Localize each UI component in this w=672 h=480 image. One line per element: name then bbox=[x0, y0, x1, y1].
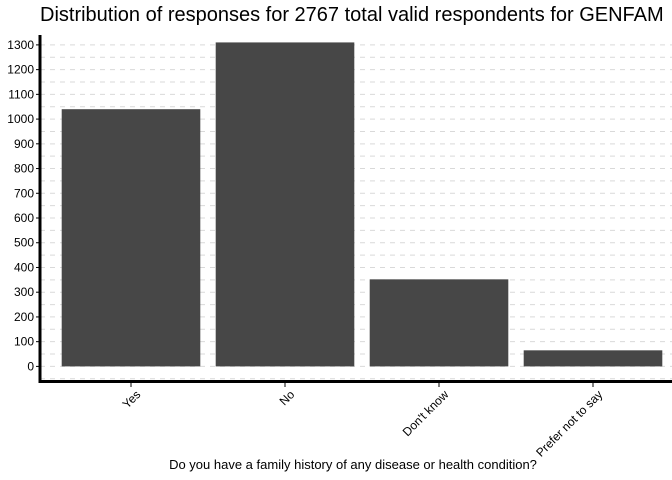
y-tick-label: 1100 bbox=[8, 87, 34, 101]
y-tick-label: 300 bbox=[14, 285, 34, 299]
bar-don-t-know bbox=[369, 279, 509, 367]
x-tick-label: Prefer not to say bbox=[533, 387, 605, 459]
y-tick-label: 900 bbox=[14, 137, 34, 151]
bar-prefer-not-to-say bbox=[523, 350, 663, 367]
x-axis-label: Do you have a family history of any dise… bbox=[169, 457, 537, 472]
y-tick-label: 100 bbox=[14, 335, 34, 349]
y-tick-label: 400 bbox=[14, 260, 34, 274]
y-tick-label: 1300 bbox=[7, 38, 34, 52]
x-tick-label: Don't know bbox=[400, 387, 452, 439]
y-tick-label: 200 bbox=[14, 310, 34, 324]
x-tick-label: No bbox=[277, 387, 298, 408]
y-tick-label: 600 bbox=[14, 211, 34, 225]
bar-no bbox=[215, 42, 355, 367]
x-axis-ticks: Yes No Don't know Prefer not to say bbox=[120, 383, 605, 460]
chart-title: Distribution of responses for 2767 total… bbox=[40, 4, 664, 26]
y-tick-label: 700 bbox=[14, 186, 34, 200]
y-tick-label: 1200 bbox=[7, 63, 34, 77]
bars bbox=[61, 42, 663, 367]
y-tick-label: 800 bbox=[14, 162, 34, 176]
y-tick-label: 0 bbox=[27, 359, 34, 373]
bar-yes bbox=[61, 109, 201, 367]
x-tick-label: Yes bbox=[120, 387, 144, 411]
y-tick-label: 500 bbox=[14, 236, 34, 250]
y-tick-label: 1000 bbox=[7, 112, 34, 126]
y-axis-ticks: 0 100 200 300 400 500 600 700 800 900 1000 1100 1200… bbox=[7, 38, 40, 373]
